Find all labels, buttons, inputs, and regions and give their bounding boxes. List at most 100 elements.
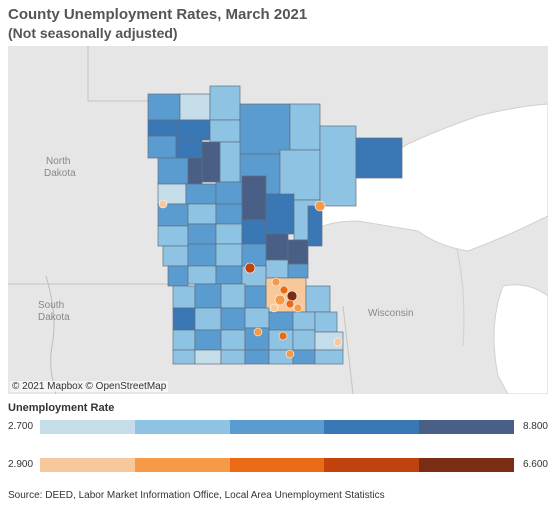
county: [187, 203, 217, 225]
legend-swatch: [229, 458, 325, 472]
city-marker: [279, 285, 289, 295]
map-attribution[interactable]: © 2021 Mapbox © OpenStreetMap: [10, 381, 169, 392]
legend-orange-min: 2.900: [8, 459, 34, 470]
legend-orange-max: 6.600: [522, 459, 548, 470]
label-dakota-south: Dakota: [38, 312, 70, 323]
city-marker: [314, 200, 326, 212]
label-south: South: [38, 300, 64, 311]
county: [187, 157, 203, 185]
city-marker: [158, 199, 168, 209]
county: [265, 259, 289, 279]
county: [194, 283, 222, 309]
city-marker: [271, 277, 281, 287]
chart-subtitle: (Not seasonally adjusted): [8, 25, 178, 41]
source-note: Source: DEED, Labor Market Information O…: [8, 490, 385, 501]
county: [220, 329, 246, 351]
city-marker: [293, 303, 303, 313]
city-marker: [274, 294, 286, 306]
legend-swatch: [229, 420, 325, 434]
county: [314, 349, 344, 365]
county: [292, 349, 316, 365]
county: [265, 193, 295, 235]
county: [241, 243, 267, 267]
legend-blue-bar: [40, 420, 514, 434]
legend-swatch: [40, 458, 135, 472]
legend-swatch: [134, 420, 230, 434]
county: [172, 285, 196, 309]
county: [289, 103, 321, 151]
county: [215, 203, 243, 225]
map-canvas[interactable]: North Dakota South Dakota Wisconsin: [8, 46, 548, 394]
county: [265, 233, 289, 261]
county: [215, 223, 243, 245]
county: [157, 225, 189, 247]
city-marker: [244, 262, 256, 274]
county: [175, 139, 203, 159]
legend-swatch: [324, 458, 420, 472]
county: [147, 93, 181, 121]
county: [220, 349, 246, 365]
county: [220, 283, 246, 309]
legend-swatch: [419, 458, 514, 472]
county: [209, 85, 241, 121]
chart-title: County Unemployment Rates, March 2021: [8, 6, 308, 23]
county: [147, 135, 177, 159]
county: [314, 311, 338, 333]
legend-orange-bar: [40, 458, 514, 472]
county: [194, 307, 222, 331]
city-marker: [285, 349, 295, 359]
county: [279, 149, 321, 201]
state-border: [87, 46, 213, 102]
county: [157, 157, 189, 185]
city-markers: [158, 199, 343, 359]
county: [219, 141, 243, 183]
county: [215, 181, 243, 205]
map-view[interactable]: North Dakota South Dakota Wisconsin © 20…: [8, 46, 548, 394]
county: [187, 223, 217, 245]
label-north: North: [46, 156, 70, 167]
county: [319, 125, 357, 207]
county: [172, 307, 196, 331]
lake-michigan: [493, 284, 548, 394]
county: [167, 265, 189, 287]
city-marker: [253, 327, 263, 337]
river: [45, 275, 57, 394]
county: [187, 265, 217, 285]
county: [172, 349, 196, 365]
city-marker: [285, 299, 295, 309]
county: [241, 175, 267, 221]
legend-blue-min: 2.700: [8, 421, 34, 432]
county: [305, 285, 331, 313]
legend-swatch: [419, 420, 514, 434]
state-border: [342, 305, 354, 394]
county: [287, 239, 309, 265]
county: [292, 329, 316, 351]
county: [355, 137, 403, 179]
county: [220, 307, 246, 331]
county: [209, 119, 241, 143]
city-marker: [269, 303, 279, 313]
county: [172, 329, 196, 351]
legend-blue: 2.700 8.800: [8, 420, 548, 436]
county: [215, 243, 243, 267]
county: [185, 183, 217, 205]
county: [244, 307, 270, 329]
legend-swatch: [134, 458, 230, 472]
county: [162, 245, 189, 267]
minnesota-counties: [147, 85, 403, 365]
legend-orange: 2.900 6.600: [8, 458, 548, 474]
county: [239, 103, 291, 155]
lake-superior: [307, 103, 548, 252]
county: [147, 119, 177, 137]
county: [215, 265, 243, 285]
legend-swatch: [324, 420, 420, 434]
county: [201, 141, 221, 183]
city-marker: [278, 331, 288, 341]
county: [194, 349, 222, 365]
city-marker: [286, 290, 298, 302]
legend-swatch: [40, 420, 135, 434]
label-wisconsin: Wisconsin: [368, 308, 414, 319]
county: [244, 349, 270, 365]
county: [194, 329, 222, 351]
county: [179, 93, 211, 121]
